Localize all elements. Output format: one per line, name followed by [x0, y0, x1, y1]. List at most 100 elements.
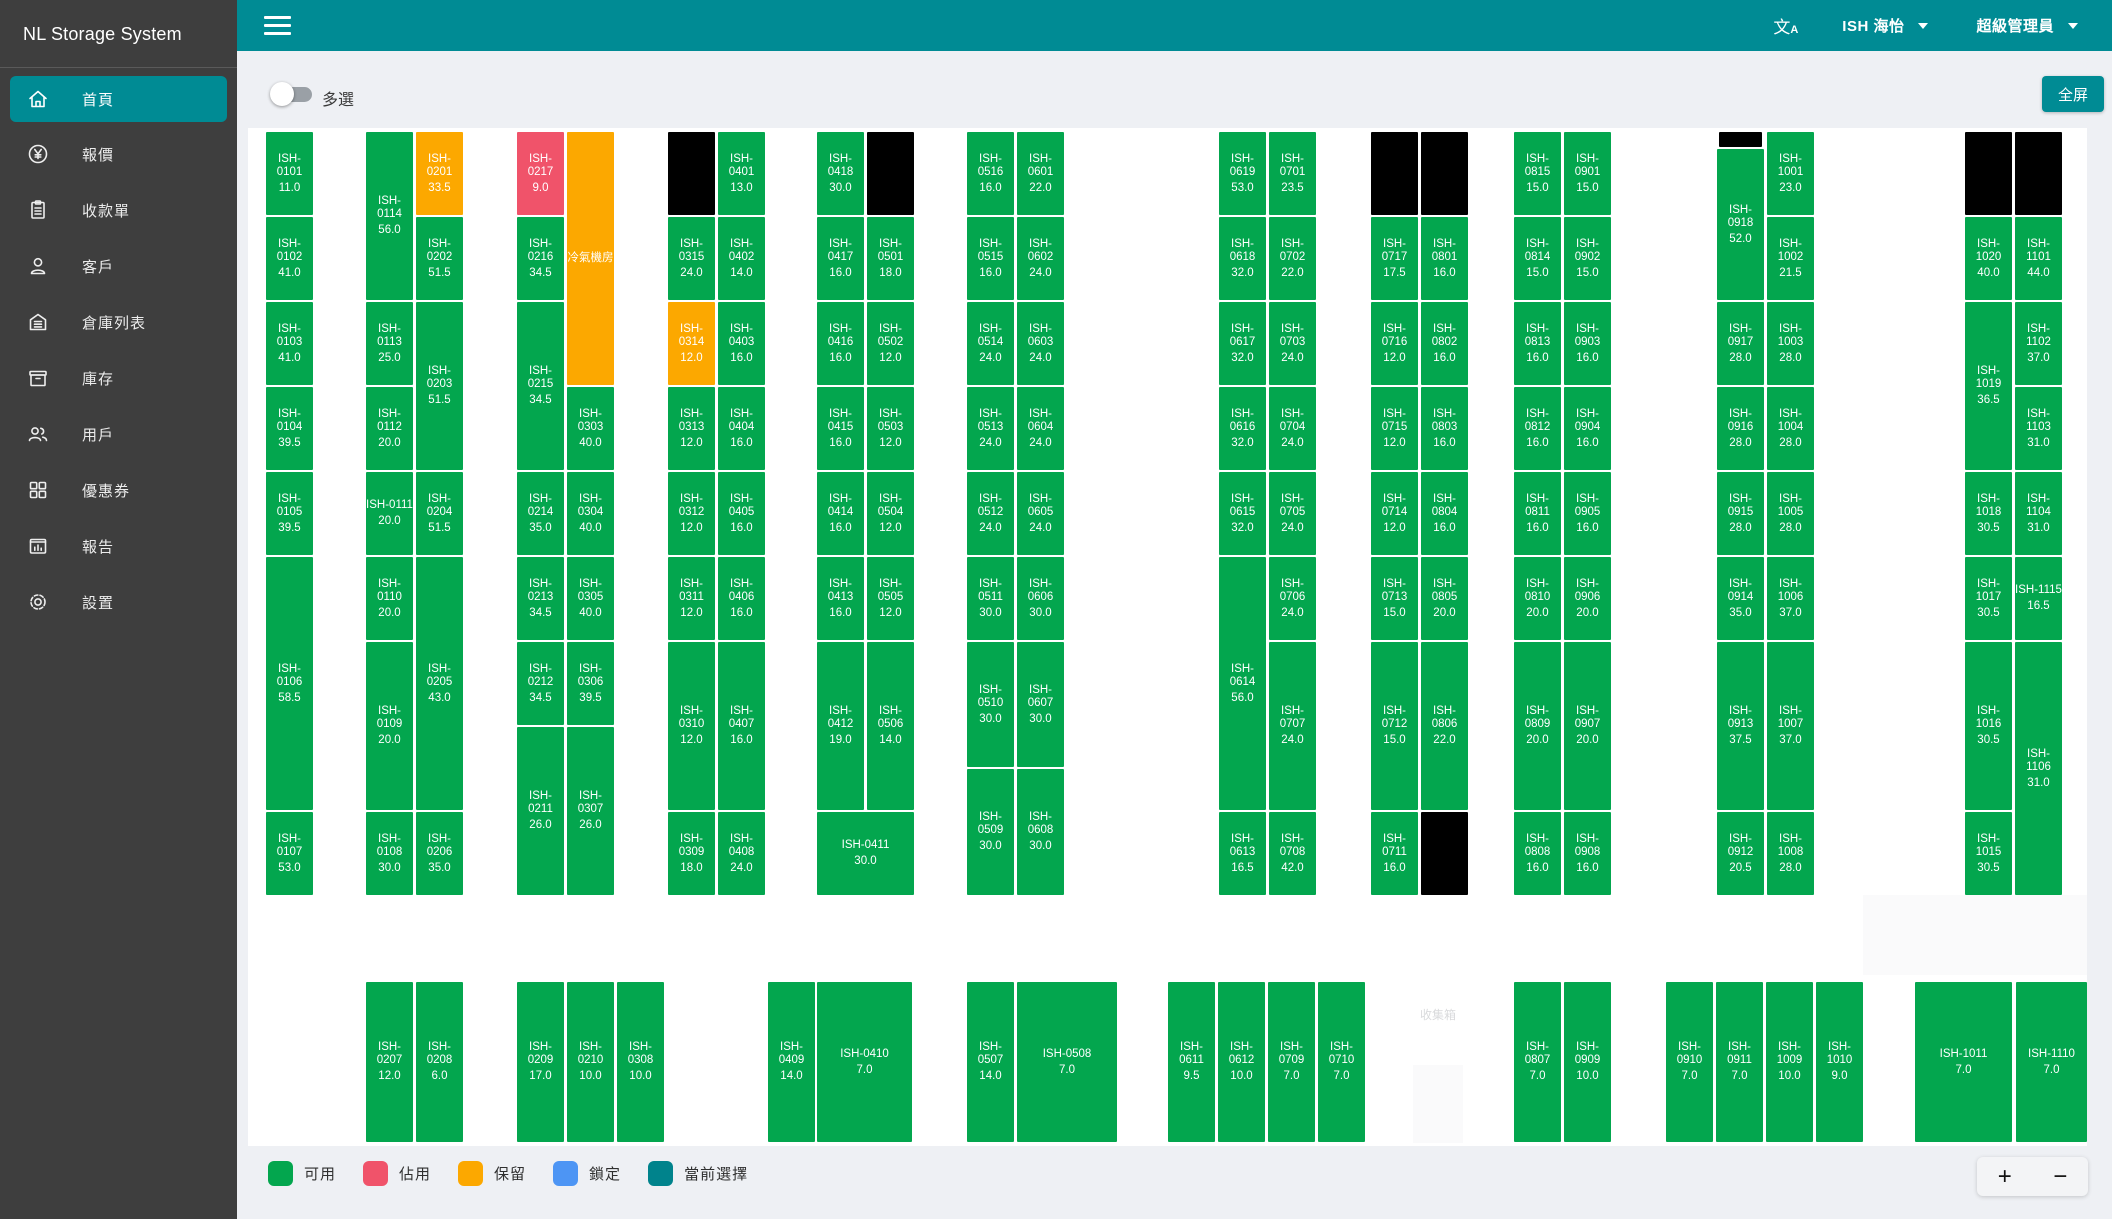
storage-unit[interactable]: ISH-0502 12.0	[867, 302, 914, 385]
storage-unit[interactable]: ISH-0406 16.0	[718, 557, 765, 640]
storage-unit[interactable]: ISH-0802 16.0	[1421, 302, 1468, 385]
sidebar-item-home[interactable]: 首頁	[10, 76, 227, 122]
machine-room[interactable]: 冷氣機房	[567, 132, 614, 385]
storage-unit[interactable]: ISH-0803 16.0	[1421, 387, 1468, 470]
storage-unit[interactable]: ISH-0303 40.0	[567, 387, 614, 470]
storage-unit[interactable]: ISH-1106 31.0	[2015, 642, 2062, 895]
storage-unit[interactable]: ISH-0916 28.0	[1717, 387, 1764, 470]
storage-unit[interactable]: ISH-0403 16.0	[718, 302, 765, 385]
sidebar-item-reports[interactable]: 報告	[0, 518, 237, 574]
storage-unit[interactable]: ISH-0902 15.0	[1564, 217, 1611, 300]
storage-unit[interactable]: ISH-0217 9.0	[517, 132, 564, 215]
storage-unit[interactable]: ISH-1001 23.0	[1767, 132, 1814, 215]
storage-unit[interactable]: ISH-0601 22.0	[1017, 132, 1064, 215]
storage-unit[interactable]: ISH-0205 43.0	[416, 557, 463, 810]
storage-unit[interactable]: ISH-0616 32.0	[1219, 387, 1266, 470]
storage-unit[interactable]: ISH-0504 12.0	[867, 472, 914, 555]
role-menu[interactable]: 超級管理員	[1976, 15, 2078, 36]
storage-unit[interactable]: ISH-0515 16.0	[967, 217, 1014, 300]
storage-unit[interactable]: ISH-0808 16.0	[1514, 812, 1561, 895]
storage-unit[interactable]: ISH-0111 20.0	[366, 472, 413, 555]
storage-unit[interactable]: ISH-1017 30.5	[1965, 557, 2012, 640]
storage-unit[interactable]: ISH-0605 24.0	[1017, 472, 1064, 555]
storage-unit[interactable]: ISH-0214 35.0	[517, 472, 564, 555]
sidebar-item-coupons[interactable]: 優惠券	[0, 462, 237, 518]
storage-unit[interactable]: ISH-0618 32.0	[1219, 217, 1266, 300]
menu-icon[interactable]	[264, 11, 291, 40]
storage-unit[interactable]: ISH-0913 37.5	[1717, 642, 1764, 810]
storage-unit[interactable]: ISH-0108 30.0	[366, 812, 413, 895]
storage-unit[interactable]: ISH-0113 25.0	[366, 302, 413, 385]
storage-unit[interactable]: ISH-0202 51.5	[416, 217, 463, 300]
storage-unit[interactable]: ISH-0917 28.0	[1717, 302, 1764, 385]
storage-unit[interactable]: ISH-0505 12.0	[867, 557, 914, 640]
translate-icon[interactable]: 文A	[1773, 18, 1799, 37]
storage-unit[interactable]: ISH-1102 37.0	[2015, 302, 2062, 385]
storage-unit[interactable]: ISH-0812 16.0	[1514, 387, 1561, 470]
storage-unit[interactable]: ISH-0204 51.5	[416, 472, 463, 555]
storage-unit[interactable]: ISH-0914 35.0	[1717, 557, 1764, 640]
storage-unit[interactable]: ISH-0607 30.0	[1017, 642, 1064, 767]
storage-unit[interactable]: ISH-0705 24.0	[1269, 472, 1316, 555]
storage-unit[interactable]: ISH-0514 24.0	[967, 302, 1014, 385]
sidebar-item-customers[interactable]: 客戶	[0, 238, 237, 294]
storage-unit[interactable]: ISH-1101 44.0	[2015, 217, 2062, 300]
storage-unit[interactable]: ISH-0402 14.0	[718, 217, 765, 300]
storage-unit[interactable]: ISH-0603 24.0	[1017, 302, 1064, 385]
storage-unit[interactable]: ISH-0215 34.5	[517, 302, 564, 470]
storage-unit[interactable]: ISH-0307 26.0	[567, 727, 614, 895]
storage-unit[interactable]: ISH-0106 58.5	[266, 557, 313, 810]
storage-unit[interactable]: ISH-0304 40.0	[567, 472, 614, 555]
storage-unit[interactable]: ISH-0415 16.0	[817, 387, 864, 470]
storage-unit[interactable]: ISH-0513 24.0	[967, 387, 1014, 470]
storage-unit[interactable]: ISH-1009 10.0	[1766, 982, 1813, 1142]
storage-unit[interactable]: ISH-0915 28.0	[1717, 472, 1764, 555]
storage-unit[interactable]: ISH-0918 52.0	[1717, 149, 1764, 300]
storage-unit[interactable]: ISH-0418 30.0	[817, 132, 864, 215]
storage-unit[interactable]: ISH-1016 30.5	[1965, 642, 2012, 810]
storage-unit[interactable]: ISH-0714 12.0	[1371, 472, 1418, 555]
storage-unit[interactable]: ISH-0804 16.0	[1421, 472, 1468, 555]
storage-unit[interactable]: ISH-0407 16.0	[718, 642, 765, 810]
storage-unit[interactable]: ISH-0801 16.0	[1421, 217, 1468, 300]
storage-unit[interactable]: ISH-0314 12.0	[668, 302, 715, 385]
storage-unit[interactable]: ISH-0110 20.0	[366, 557, 413, 640]
storage-unit[interactable]: ISH-0701 23.5	[1269, 132, 1316, 215]
storage-unit[interactable]: ISH-1010 9.0	[1816, 982, 1863, 1142]
zoom-in-button[interactable]: +	[1977, 1157, 2033, 1196]
storage-unit[interactable]: ISH-0311 12.0	[668, 557, 715, 640]
storage-unit[interactable]: ISH-0619 53.0	[1219, 132, 1266, 215]
storage-unit[interactable]: ISH-0409 14.0	[768, 982, 815, 1142]
storage-unit[interactable]: ISH-0708 42.0	[1269, 812, 1316, 895]
storage-unit[interactable]: ISH-1015 30.5	[1965, 812, 2012, 895]
storage-unit[interactable]: ISH-0308 10.0	[617, 982, 664, 1142]
storage-unit[interactable]: ISH-0717 17.5	[1371, 217, 1418, 300]
storage-unit[interactable]: ISH-0614 56.0	[1219, 557, 1266, 810]
storage-unit[interactable]: ISH-0309 18.0	[668, 812, 715, 895]
storage-unit[interactable]: ISH-0903 16.0	[1564, 302, 1611, 385]
storage-unit[interactable]: ISH-0707 24.0	[1269, 642, 1316, 810]
storage-unit[interactable]: ISH-0201 33.5	[416, 132, 463, 215]
storage-unit[interactable]: ISH-0506 14.0	[867, 642, 914, 810]
storage-unit[interactable]: ISH-0109 20.0	[366, 642, 413, 810]
storage-unit[interactable]: ISH-0112 20.0	[366, 387, 413, 470]
storage-unit[interactable]: ISH-0404 16.0	[718, 387, 765, 470]
storage-unit[interactable]: ISH-0412 19.0	[817, 642, 864, 810]
storage-unit[interactable]: ISH-0102 41.0	[266, 217, 313, 300]
storage-unit[interactable]: ISH-0206 35.0	[416, 812, 463, 895]
storage-unit[interactable]: ISH-0608 30.0	[1017, 769, 1064, 895]
storage-unit[interactable]: ISH-1020 40.0	[1965, 217, 2012, 300]
sidebar-item-quotes[interactable]: 報價	[0, 126, 237, 182]
storage-unit[interactable]: ISH-0617 32.0	[1219, 302, 1266, 385]
storage-unit[interactable]: ISH-1018 30.5	[1965, 472, 2012, 555]
storage-unit[interactable]: ISH-0814 15.0	[1514, 217, 1561, 300]
storage-unit[interactable]: ISH-0315 24.0	[668, 217, 715, 300]
storage-unit[interactable]: ISH-0216 34.5	[517, 217, 564, 300]
user-menu[interactable]: ISH 海怡	[1842, 15, 1929, 36]
storage-unit[interactable]: ISH-0405 16.0	[718, 472, 765, 555]
storage-unit[interactable]: ISH-0606 30.0	[1017, 557, 1064, 640]
storage-unit[interactable]: ISH-0312 12.0	[668, 472, 715, 555]
storage-unit[interactable]: ISH-0417 16.0	[817, 217, 864, 300]
storage-unit[interactable]: ISH-0811 16.0	[1514, 472, 1561, 555]
storage-unit[interactable]: ISH-0510 30.0	[967, 642, 1014, 767]
